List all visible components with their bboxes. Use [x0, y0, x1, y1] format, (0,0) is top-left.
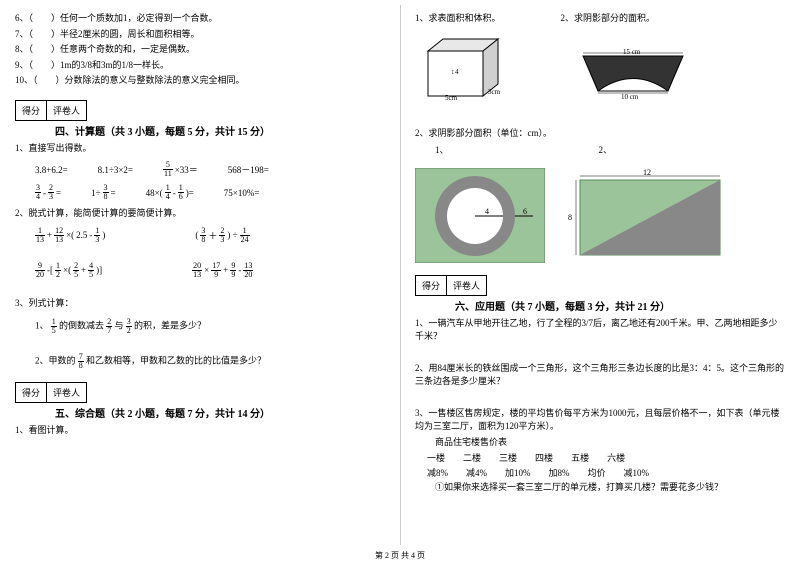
s4-3-2: 2、甲数的 78 和乙数相等，甲数和乙数的比的比值是多少？: [15, 353, 385, 370]
calc-c3: 920 -[ 12 ×( 25 + 45 )]: [35, 262, 102, 279]
floors-row: 一楼二楼三楼四楼五楼六楼: [427, 451, 785, 464]
grader-cell: 评卷人: [447, 275, 487, 296]
s6-1: 1、一辆汽车从甲地开往乙地，行了全程的3/7后，离乙地还有200千米。甲、乙两地…: [415, 317, 785, 344]
right-column: 1、求表面积和体积。 2、求阴影部分的面积。 ↕ 4 5cm 3cm 15 cm…: [400, 0, 800, 565]
s6-3-q1: ①如果你来选择买一套三室二厅的单元楼，打算买几楼？需要花多少钱？: [415, 481, 785, 495]
calc-b6: 75×10%=: [224, 184, 260, 201]
q9: 9、（ ）1m的3/8和3m的1/8一样长。: [15, 59, 385, 73]
svg-text:15 cm: 15 cm: [623, 48, 641, 56]
svg-text:12: 12: [643, 168, 651, 177]
calc-a4: 568－198=: [228, 161, 269, 178]
rect-triangle-figure: 12 8: [565, 168, 735, 263]
sec5-title: 五、综合题（共 2 小题，每题 7 分，共计 14 分）: [55, 407, 270, 422]
q10: 10、（ ）分数除法的意义与整数除法的意义完全相同。: [15, 74, 385, 88]
calc-row-1: 3.8+6.2= 8.1÷3×2= 511 ×33＝ 568－198=: [15, 161, 385, 178]
grader-cell: 评卷人: [47, 382, 87, 403]
q7: 7、（ ）半径2厘米的圆，周长和面积相等。: [15, 28, 385, 42]
score-box-6: 得分 评卷人: [415, 275, 785, 296]
svg-text:4: 4: [455, 68, 459, 76]
calc-c4: 2013 × 179 + 99 - 1320: [192, 262, 253, 279]
sec4-title: 四、计算题（共 3 小题，每题 5 分，共计 15 分）: [55, 125, 270, 140]
s4-3-1: 1、 15 的倒数减去 27 与 32 的积，差是多少？: [15, 318, 385, 335]
r1-1: 1、求表面积和体积。: [415, 12, 501, 26]
calc-a2: 8.1÷3×2=: [98, 161, 133, 178]
r1-2: 2、求阴影部分的面积。: [561, 12, 656, 26]
r2-2: 2、: [599, 144, 613, 158]
calc-b2: 1÷ 38 =: [91, 184, 116, 201]
s5-1: 1、看图计算。: [15, 424, 385, 438]
shaded-figures: 4 6 12 8: [415, 168, 765, 263]
sec6-title: 六、应用题（共 7 小题，每题 3 分，共计 21 分）: [455, 300, 670, 315]
calc-row-4: 920 -[ 12 ×( 25 + 45 )] 2013 × 179 + 99 …: [15, 262, 385, 279]
svg-text:↕: ↕: [451, 68, 455, 76]
r2: 2、求阴影部分面积（单位：cm）。: [415, 127, 785, 141]
page-footer: 第 2 页 共 4 页: [0, 550, 800, 561]
svg-text:10 cm: 10 cm: [621, 93, 639, 101]
calc-a3: 511 ×33＝: [163, 161, 198, 178]
score-cell: 得分: [15, 382, 47, 403]
score-cell: 得分: [15, 100, 47, 121]
s4-1: 1、直接写出得数。: [15, 142, 385, 156]
s4-3: 3、列式计算：: [15, 297, 385, 311]
svg-text:8: 8: [568, 213, 572, 222]
rates-row: 减8%减4%加10%加8%均价减10%: [427, 466, 785, 479]
calc-c1: 113 + 1213 ×(2.5- 13 ): [35, 227, 105, 244]
q8: 8、（ ）任意两个奇数的和，一定是偶数。: [15, 43, 385, 57]
r2-1: 1、: [435, 144, 449, 158]
left-column: 6、（ ）任何一个质数加1，必定得到一个合数。 7、（ ）半径2厘米的圆，周长和…: [0, 0, 400, 565]
svg-text:3cm: 3cm: [488, 88, 501, 96]
cuboid-figure: ↕ 4 5cm 3cm: [423, 36, 513, 101]
svg-text:6: 6: [523, 207, 527, 216]
calc-row-2: 34 - 23 = 1÷ 38 = 48×( 14 - 16 )= 75×10%…: [15, 184, 385, 201]
score-box-5: 得分 评卷人: [15, 382, 385, 403]
score-box-4: 得分 评卷人: [15, 100, 385, 121]
q6: 6、（ ）任何一个质数加1，必定得到一个合数。: [15, 12, 385, 26]
svg-text:4: 4: [485, 207, 489, 216]
calc-b1: 34 - 23 =: [35, 184, 61, 201]
ring-figure: 4 6: [415, 168, 545, 263]
s4-2: 2、脱式计算，能简便计算的要简便计算。: [15, 207, 385, 221]
s6-3-t: 商品住宅楼售价表: [415, 436, 785, 450]
trapezoid-figure: 15 cm 10 cm: [573, 46, 693, 101]
grader-cell: 评卷人: [47, 100, 87, 121]
s6-3: 3、一售楼区售房规定，楼的平均售价每平方米为1000元，且每层价格不一，如下表（…: [415, 407, 785, 434]
score-cell: 得分: [415, 275, 447, 296]
calc-c2: ( 38 ＋ 23 ) ÷ 124: [195, 227, 249, 244]
s6-2: 2、用84厘米长的铁丝围成一个三角形，这个三角形三条边长度的比是3：4：5。这个…: [415, 362, 785, 389]
calc-a1: 3.8+6.2=: [35, 161, 68, 178]
svg-text:5cm: 5cm: [445, 94, 458, 101]
calc-row-3: 113 + 1213 ×(2.5- 13 ) ( 38 ＋ 23 ) ÷ 124: [15, 227, 385, 244]
calc-b4: 48×( 14 - 16 )=: [146, 184, 194, 201]
